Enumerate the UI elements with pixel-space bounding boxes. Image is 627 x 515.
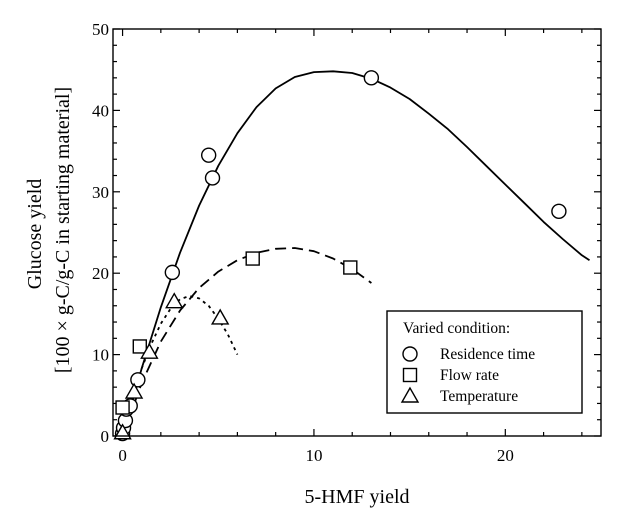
temperature-point: [113, 423, 132, 440]
legend-flow-rate-label: Flow rate: [440, 367, 499, 384]
legend-residence-time-marker: [402, 346, 418, 362]
residence-time-point: [551, 203, 567, 220]
y-tick-label: 10: [92, 346, 109, 365]
y-tick-label: 40: [92, 101, 109, 120]
legend-temperature-marker: [400, 386, 420, 403]
legend-title: Varied condition:: [403, 320, 510, 337]
residence-time-point: [204, 170, 221, 186]
residence-time-point: [164, 264, 181, 281]
legend-residence-time-label: Residence time: [440, 346, 535, 363]
legend: Varied condition: Residence time Flow rat…: [386, 310, 583, 414]
flow-rate-point: [343, 260, 358, 275]
data-markers: [113, 70, 567, 442]
residence-time-point: [200, 147, 217, 163]
flow-rate-fit-curve: [121, 247, 372, 437]
residence-time-fit-curve: [121, 70, 590, 437]
x-tick-label: 0: [118, 446, 127, 465]
legend-temperature-label: Temperature: [440, 388, 518, 405]
y-tick-label: 30: [92, 183, 109, 202]
flow-rate-point: [115, 400, 130, 415]
legend-box: [386, 310, 583, 414]
tick-labels: 0 10 20 0 10 20 30 40 50: [92, 20, 514, 465]
temperature-point: [140, 342, 159, 359]
plot-frame: [112, 28, 602, 437]
flow-rate-point: [132, 339, 147, 354]
x-tick-label: 20: [497, 446, 514, 465]
y-axis-title-line2: [100 × g-C/g-C in starting material]: [52, 87, 74, 373]
legend-flow-rate-marker: [402, 367, 418, 383]
temperature-point: [124, 382, 144, 399]
y-tick-label: 50: [92, 20, 109, 39]
temperature-point: [165, 292, 184, 309]
y-tick-label: 20: [92, 264, 109, 283]
x-tick-label: 10: [305, 446, 322, 465]
y-axis-title-line1: Glucose yield: [24, 179, 46, 290]
y-tick-label: 0: [101, 427, 110, 446]
flow-rate-point: [245, 251, 260, 266]
residence-time-point: [363, 70, 380, 86]
x-axis-title: 5-HMF yield: [305, 486, 410, 508]
temperature-point: [210, 308, 230, 325]
